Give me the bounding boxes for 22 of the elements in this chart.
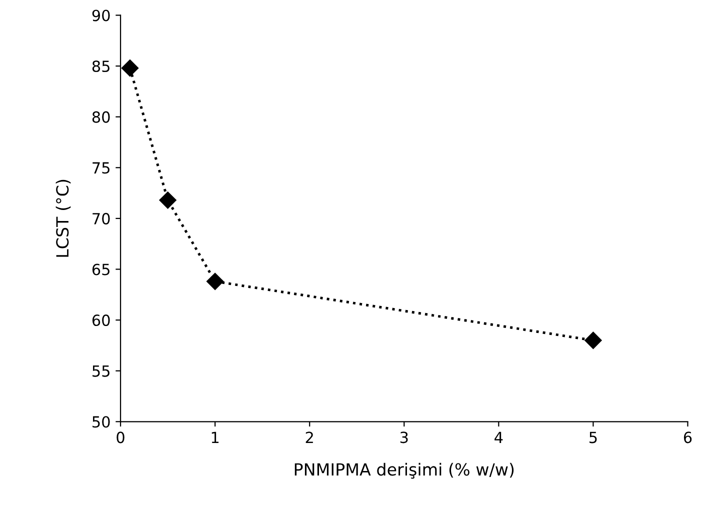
point [159, 192, 176, 209]
x-tick-label: 0 [116, 432, 124, 444]
point [121, 60, 139, 77]
y-tick-label: 80 [92, 111, 110, 123]
x-tick-label: 1 [212, 432, 219, 443]
point [584, 332, 602, 349]
x-tick-label: 4 [494, 432, 503, 443]
y-tick-label: 55 [92, 366, 110, 377]
x-tick-label: 3 [400, 432, 408, 444]
y-tick-label: 60 [92, 314, 110, 326]
y-tick-label: 75 [92, 162, 110, 174]
y-axis-title: LCST (°C) [56, 180, 71, 257]
y-tick-label: 65 [92, 264, 110, 276]
x-tick-label: 6 [684, 432, 692, 444]
y-tick-label: 90 [92, 10, 110, 22]
point [206, 272, 224, 290]
x-axis-title: PNMIPMA derişimi (% w/w) [294, 462, 514, 479]
y-tick-label: 85 [92, 60, 110, 72]
y-tick-label: 50 [92, 416, 110, 428]
x-tick-label: 5 [590, 432, 597, 444]
y-tick-label: 70 [92, 212, 110, 224]
x-tick-label: 2 [306, 432, 313, 443]
